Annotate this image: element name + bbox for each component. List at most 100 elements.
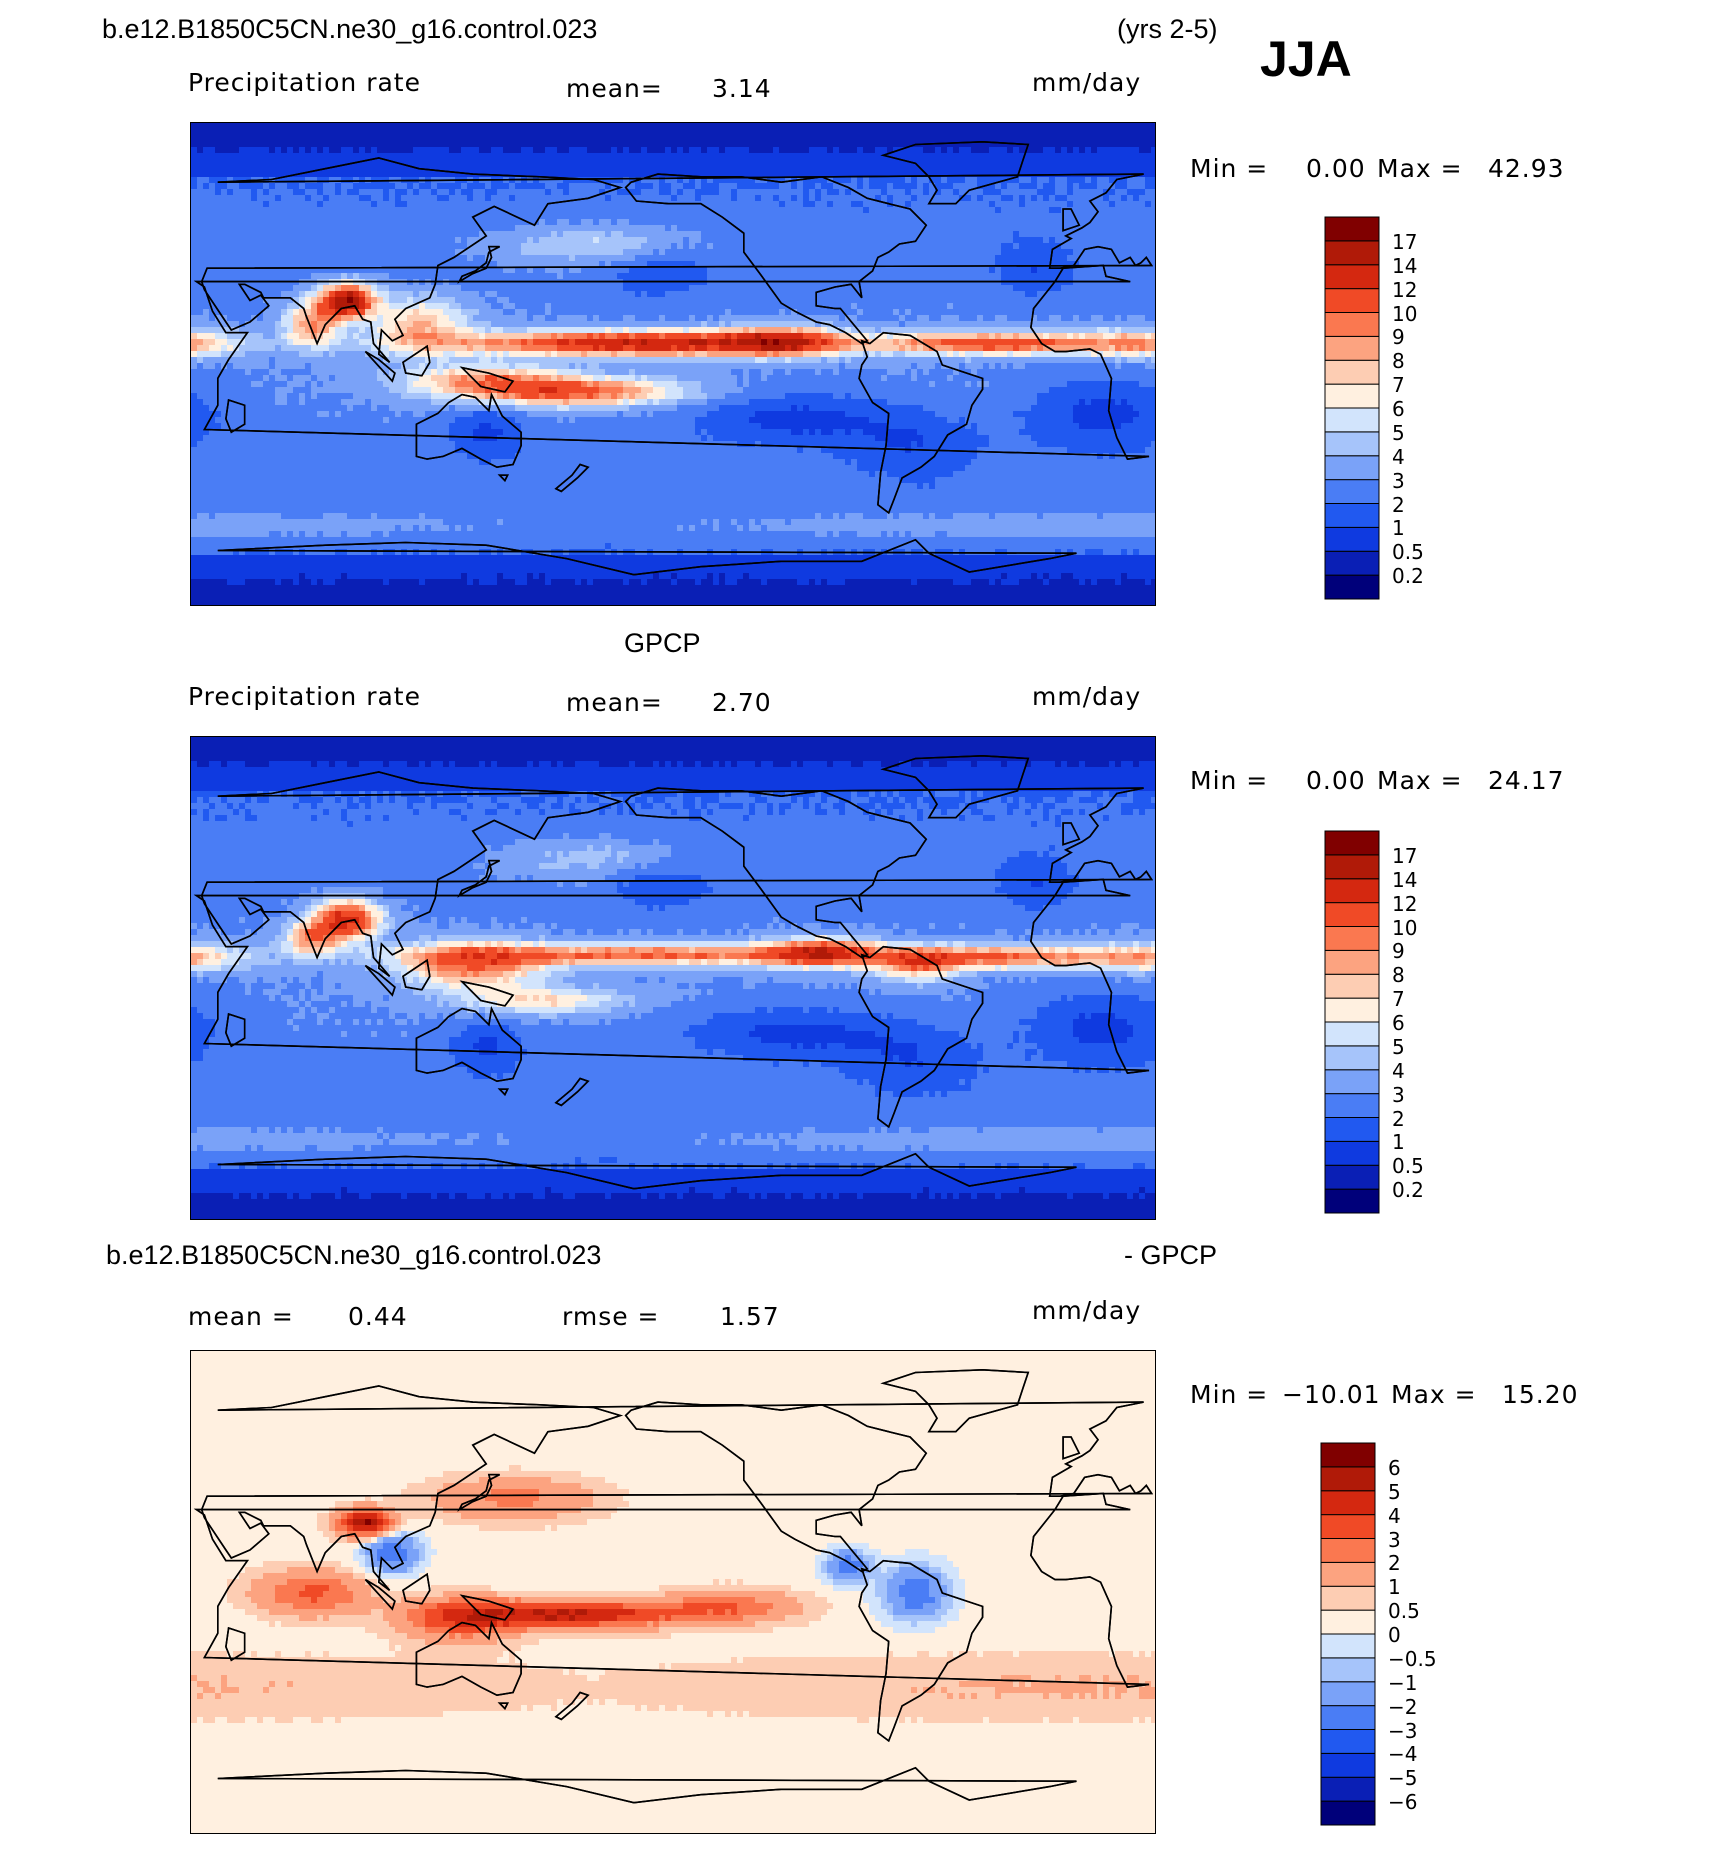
map-field-cell (707, 225, 714, 232)
map-field-cell (923, 249, 930, 256)
map-field-cell (1133, 153, 1140, 160)
map-field-cell (191, 129, 198, 136)
map-field-cell (965, 213, 972, 220)
map-field-cell (983, 159, 990, 166)
map-field-cell (383, 255, 390, 262)
map-field-cell (659, 129, 666, 136)
map-field-cell (707, 177, 714, 184)
map-field-cell (515, 231, 522, 238)
map-field-cell (401, 249, 408, 256)
map-field-cell (431, 297, 438, 304)
map-field-cell (743, 189, 750, 196)
map-field-cell (731, 261, 738, 268)
map-field-cell (797, 237, 804, 244)
map-field-cell (833, 237, 840, 244)
map-field-cell (1037, 273, 1044, 280)
map-field-cell (203, 243, 210, 250)
map-field-cell (479, 273, 486, 280)
map-field-cell (389, 285, 396, 292)
map-field-cell (593, 123, 600, 130)
map-field-cell (551, 153, 558, 160)
map-field-cell (857, 213, 864, 220)
map-field-cell (371, 207, 378, 214)
map-field-cell (743, 291, 750, 298)
map-field-cell (1091, 177, 1098, 184)
map-field-cell (1001, 297, 1008, 304)
map-field-cell (893, 267, 900, 274)
map-field-cell (203, 183, 210, 190)
map-field-cell (461, 141, 468, 148)
map-field-cell (1025, 255, 1032, 262)
map-field-cell (695, 243, 702, 250)
map-field-cell (317, 207, 324, 214)
map-field-cell (863, 159, 870, 166)
map-field-cell (947, 273, 954, 280)
map-field-cell (281, 267, 288, 274)
map-field-cell (359, 141, 366, 148)
map-field-cell (905, 129, 912, 136)
map-field-cell (989, 183, 996, 190)
map-field-cell (1139, 189, 1146, 196)
map-field-cell (725, 243, 732, 250)
map-field-cell (869, 237, 876, 244)
map-field-cell (959, 189, 966, 196)
map-field-cell (401, 135, 408, 142)
map-field-cell (1031, 207, 1038, 214)
map-field-cell (731, 129, 738, 136)
map-field-cell (995, 249, 1002, 256)
map-field-cell (299, 261, 306, 268)
map-field-cell (563, 201, 570, 208)
map-field-cell (377, 141, 384, 148)
map-field-cell (953, 183, 960, 190)
map-field-cell (689, 261, 696, 268)
map-field-cell (1151, 225, 1155, 232)
map-field-cell (1097, 231, 1104, 238)
map-field-cell (1121, 189, 1128, 196)
map-field-cell (695, 225, 702, 232)
map-field-cell (635, 267, 642, 274)
map-field-cell (227, 177, 234, 184)
map-field-cell (233, 225, 240, 232)
map-field-cell (971, 177, 978, 184)
map-field-cell (917, 255, 924, 262)
map-field-cell (341, 243, 348, 250)
map-field-cell (683, 123, 690, 130)
map-field-cell (539, 237, 546, 244)
map-field-cell (377, 171, 384, 178)
map-field-cell (323, 123, 330, 130)
map-field-cell (275, 201, 282, 208)
map-field-cell (287, 255, 294, 262)
map-field-cell (521, 165, 528, 172)
map-field-cell (899, 231, 906, 238)
map-field-cell (755, 201, 762, 208)
map-field-cell (293, 219, 300, 226)
map-field-cell (845, 141, 852, 148)
map-field-cell (767, 195, 774, 202)
map-field-cell (725, 291, 732, 298)
map-field-cell (1007, 171, 1014, 178)
map-field-cell (1115, 189, 1122, 196)
map-field-cell (305, 171, 312, 178)
map-field-cell (875, 177, 882, 184)
map-field-cell (677, 207, 684, 214)
map-field-cell (335, 159, 342, 166)
map-field-cell (1043, 213, 1050, 220)
map-field-cell (1139, 267, 1146, 274)
map-field-cell (1127, 177, 1134, 184)
map-field-cell (803, 261, 810, 268)
map-field-cell (461, 165, 468, 172)
map-field-cell (497, 237, 504, 244)
map-field-cell (443, 147, 450, 154)
map-field-cell (281, 273, 288, 280)
map-field-cell (611, 135, 618, 142)
map-field-cell (773, 249, 780, 256)
map-field-cell (1145, 189, 1152, 196)
map-field-cell (233, 261, 240, 268)
map-field-cell (395, 123, 402, 130)
map-field-cell (845, 303, 852, 310)
map-field-cell (827, 231, 834, 238)
map-field-cell (881, 285, 888, 292)
map-field-cell (437, 153, 444, 160)
map-field-cell (593, 153, 600, 160)
map-field-cell (233, 303, 240, 310)
